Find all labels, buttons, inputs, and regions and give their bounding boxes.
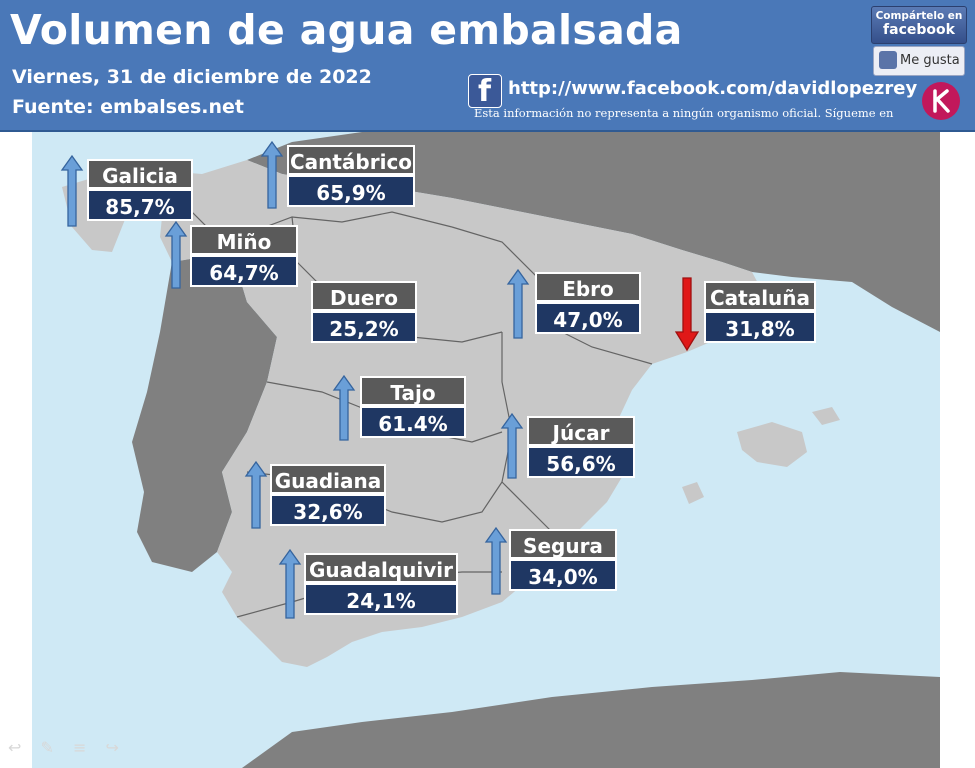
ebro-up-arrow [506, 268, 530, 339]
facebook-url-link[interactable]: http://www.facebook.com/davidlopezrey [508, 78, 918, 99]
basin-value: 47,0% [535, 302, 641, 334]
portugal-landmass [132, 252, 277, 572]
basin-value: 64,7% [190, 255, 298, 287]
map-area [32, 132, 940, 768]
basin-name: Duero [311, 281, 417, 311]
slide-nav-controls: ↩ ✎ ≡ ↪ [8, 738, 119, 757]
like-button[interactable]: Me gusta [873, 46, 965, 76]
france-landmass [247, 132, 940, 332]
basin-name: Júcar [527, 416, 635, 446]
basin-name: Guadiana [270, 464, 386, 494]
source-line: Fuente: embalses.net [12, 96, 244, 118]
basin-value: 56,6% [527, 446, 635, 478]
share-facebook-button[interactable]: Compártelo en facebook [871, 6, 967, 44]
header-banner: Volumen de agua embalsada Viernes, 31 de… [0, 0, 975, 132]
segura-up-arrow [484, 526, 508, 595]
guadiana-up-arrow [244, 460, 268, 529]
tajo-up-arrow [332, 374, 356, 441]
nav-prev-icon[interactable]: ↩ [8, 738, 22, 757]
basin-value: 65,9% [287, 175, 415, 207]
galicia-up-arrow [60, 154, 84, 227]
basin-name: Cantábrico [287, 145, 415, 175]
basin-name: Tajo [360, 376, 466, 406]
basin-label-segura: Segura 34,0% [509, 529, 617, 591]
basin-label-galicia: Galicia 85,7% [87, 159, 193, 221]
basin-label-tajo: Tajo 61.4% [360, 376, 466, 438]
nav-pen-icon[interactable]: ✎ [40, 738, 54, 757]
menorca-island [812, 407, 840, 425]
basin-value: 31,8% [704, 311, 816, 343]
share-line1-label: Compártelo en [875, 10, 963, 22]
nav-menu-icon[interactable]: ≡ [73, 738, 87, 757]
basin-name: Segura [509, 529, 617, 559]
basin-label-jucar: Júcar 56,6% [527, 416, 635, 478]
nav-next-icon[interactable]: ↪ [105, 738, 119, 757]
basin-value: 85,7% [87, 189, 193, 221]
facebook-icon[interactable]: f [468, 74, 502, 109]
guadalquivir-up-arrow [278, 548, 302, 619]
jucar-up-arrow [500, 412, 524, 479]
like-label: Me gusta [900, 53, 960, 68]
ibiza-island [682, 482, 704, 504]
basin-name: Galicia [87, 159, 193, 189]
basin-name: Cataluña [704, 281, 816, 311]
basin-value: 61.4% [360, 406, 466, 438]
basin-label-ebro: Ebro 47,0% [535, 272, 641, 334]
author-logo-icon[interactable] [922, 82, 960, 120]
basin-label-cantabrico: Cantábrico 65,9% [287, 145, 415, 207]
basin-label-guadiana: Guadiana 32,6% [270, 464, 386, 526]
share-line2-label: facebook [883, 22, 955, 38]
mino-up-arrow [164, 220, 188, 289]
basin-label-cataluna: Cataluña 31,8% [704, 281, 816, 343]
africa-landmass [242, 672, 940, 768]
mallorca-island [737, 422, 807, 467]
basin-label-duero: Duero 25,2% [311, 281, 417, 343]
disclaimer-text: Esta información no representa a ningún … [474, 106, 894, 120]
basin-label-guadalquivir: Guadalquivir 24,1% [304, 553, 458, 615]
basin-label-mino: Miño 64,7% [190, 225, 298, 287]
page-title: Volumen de agua embalsada [10, 6, 683, 54]
basin-value: 32,6% [270, 494, 386, 526]
basin-name: Ebro [535, 272, 641, 302]
cataluna-down-arrow [674, 277, 700, 352]
cantabrico-up-arrow [260, 140, 284, 209]
basin-value: 34,0% [509, 559, 617, 591]
date-subtitle: Viernes, 31 de diciembre de 2022 [12, 66, 372, 88]
basin-name: Miño [190, 225, 298, 255]
basin-value: 25,2% [311, 311, 417, 343]
basin-name: Guadalquivir [304, 553, 458, 583]
like-thumb-icon [879, 51, 897, 69]
basin-value: 24,1% [304, 583, 458, 615]
facebook-icon-letter: f [478, 74, 492, 109]
